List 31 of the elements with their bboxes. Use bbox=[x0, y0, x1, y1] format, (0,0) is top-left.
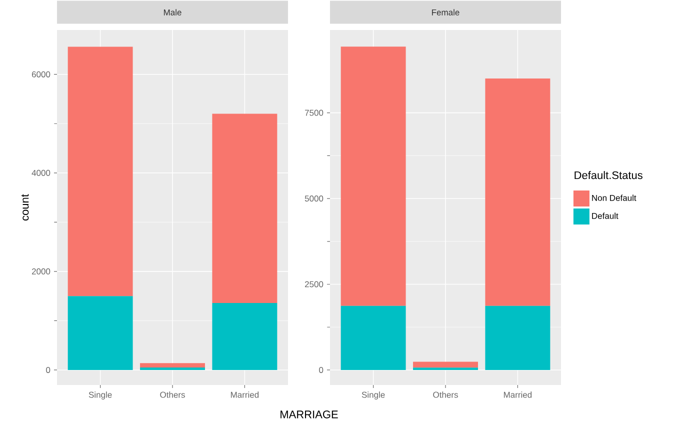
legend-label: Non Default bbox=[592, 194, 636, 201]
x-tick-label: Married bbox=[230, 392, 259, 398]
bar bbox=[485, 306, 550, 370]
x-tick-label: Others bbox=[160, 392, 185, 398]
y-axis-title: count bbox=[21, 194, 29, 220]
x-tick-label: Married bbox=[504, 392, 532, 398]
x-tick-label: Single bbox=[88, 392, 112, 400]
y-tick-label: 5000 bbox=[304, 196, 324, 202]
y-tick-label: 2000 bbox=[32, 268, 50, 274]
y-tick-label: 0 bbox=[319, 366, 324, 373]
y-tick-label: 2500 bbox=[304, 281, 324, 288]
y-tick-label: 0 bbox=[46, 366, 50, 373]
bar bbox=[140, 363, 205, 368]
bar bbox=[485, 78, 550, 306]
legend-title: Default.Status bbox=[574, 171, 642, 180]
x-tick-label: Others bbox=[433, 392, 458, 398]
y-tick-label: 4000 bbox=[32, 170, 50, 176]
legend-label: Default bbox=[592, 212, 618, 219]
bar bbox=[68, 296, 133, 370]
x-axis-title: MARRIAGE bbox=[280, 410, 338, 418]
y-tick-label: 7500 bbox=[305, 110, 324, 116]
bar bbox=[413, 362, 478, 368]
y-tick-label: 6000 bbox=[32, 71, 50, 78]
bar bbox=[68, 46, 133, 296]
bar bbox=[212, 302, 278, 370]
chart-title: Female bbox=[432, 9, 460, 16]
x-tick-label: Single bbox=[362, 392, 385, 400]
bar bbox=[340, 46, 406, 306]
bar bbox=[340, 306, 406, 370]
chart-title: Male bbox=[164, 9, 182, 16]
bar bbox=[212, 114, 278, 303]
